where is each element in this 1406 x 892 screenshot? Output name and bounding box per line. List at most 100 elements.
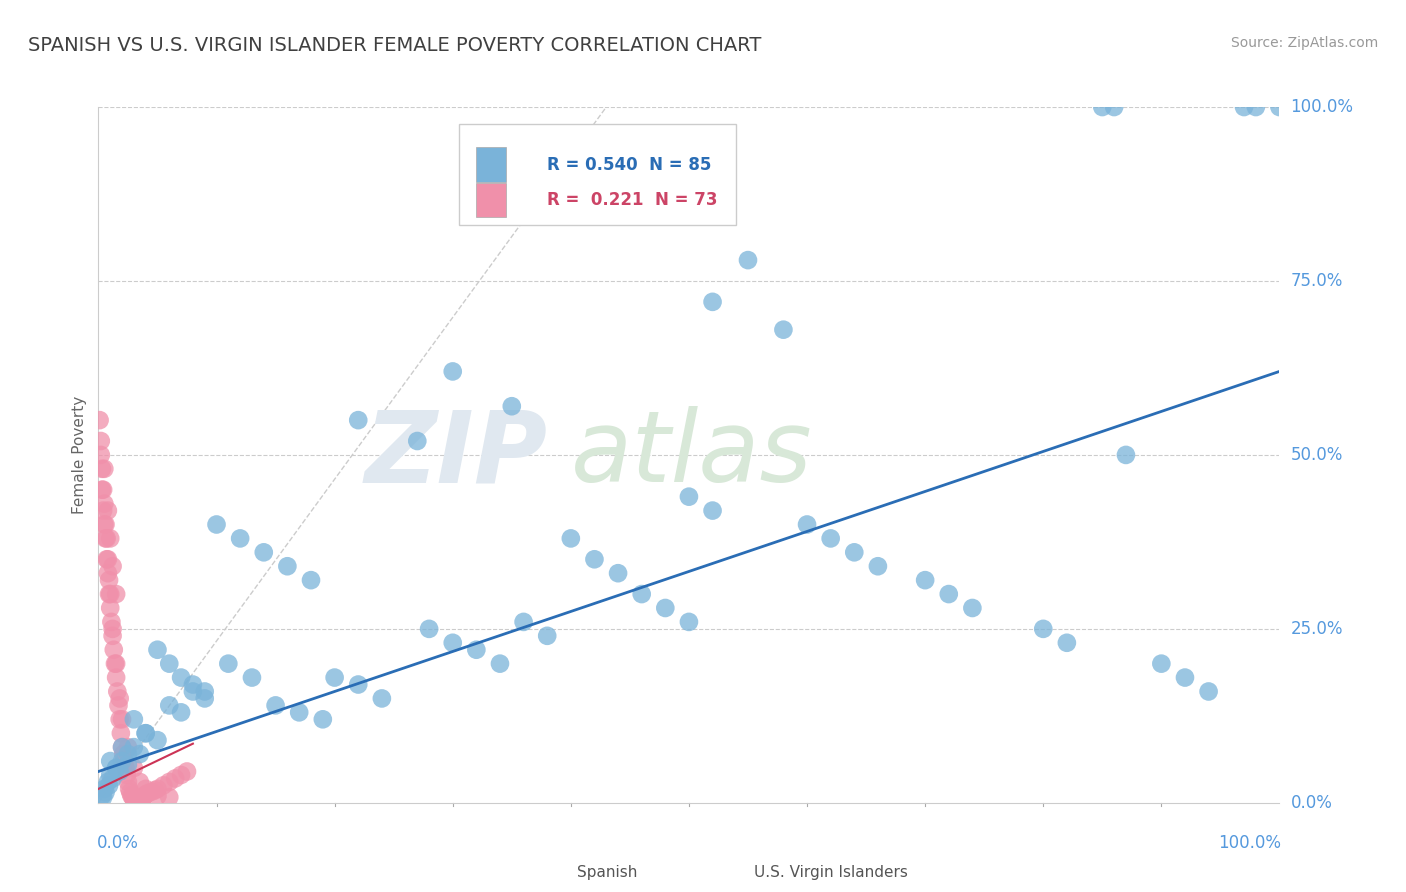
- Point: [122, 740, 145, 755]
- Point: [1244, 100, 1267, 114]
- Point: [347, 413, 370, 427]
- Point: [181, 677, 204, 691]
- Point: [98, 601, 121, 615]
- Point: [536, 629, 558, 643]
- Point: [114, 761, 136, 775]
- Point: [135, 726, 157, 740]
- Point: [152, 778, 174, 793]
- Point: [91, 789, 114, 803]
- Point: [938, 587, 960, 601]
- Point: [441, 364, 464, 378]
- Point: [489, 657, 512, 671]
- Point: [91, 790, 114, 805]
- Point: [111, 740, 134, 755]
- Point: [128, 775, 150, 789]
- Text: R = 0.540  N = 85: R = 0.540 N = 85: [547, 156, 711, 174]
- Text: Source: ZipAtlas.com: Source: ZipAtlas.com: [1230, 36, 1378, 50]
- Point: [844, 545, 866, 559]
- Point: [134, 789, 156, 803]
- Point: [240, 671, 263, 685]
- Point: [94, 517, 117, 532]
- Point: [406, 434, 429, 448]
- Point: [560, 532, 582, 546]
- Point: [205, 517, 228, 532]
- FancyBboxPatch shape: [477, 147, 506, 182]
- FancyBboxPatch shape: [477, 183, 506, 218]
- Point: [108, 712, 131, 726]
- Text: 100.0%: 100.0%: [1218, 834, 1281, 852]
- Point: [111, 740, 134, 755]
- Point: [323, 671, 346, 685]
- Point: [105, 761, 128, 775]
- Text: 100.0%: 100.0%: [1291, 98, 1354, 116]
- Point: [128, 794, 150, 808]
- Point: [121, 790, 143, 805]
- Point: [170, 706, 193, 720]
- Point: [1198, 684, 1220, 698]
- Point: [97, 552, 120, 566]
- Point: [122, 712, 145, 726]
- Point: [98, 587, 121, 601]
- Point: [108, 691, 131, 706]
- Point: [93, 781, 115, 796]
- Point: [132, 790, 155, 805]
- Point: [465, 642, 488, 657]
- Point: [170, 671, 193, 685]
- Point: [1091, 100, 1114, 114]
- Point: [181, 684, 204, 698]
- Point: [146, 642, 169, 657]
- Point: [418, 622, 440, 636]
- Point: [91, 483, 114, 497]
- Point: [97, 775, 120, 789]
- Point: [105, 657, 128, 671]
- Point: [96, 552, 118, 566]
- Point: [441, 636, 464, 650]
- Point: [347, 677, 370, 691]
- Point: [127, 795, 149, 809]
- Text: 0.0%: 0.0%: [1291, 794, 1333, 812]
- Point: [111, 712, 134, 726]
- Point: [146, 789, 169, 803]
- Point: [820, 532, 842, 546]
- Point: [143, 783, 166, 797]
- Point: [107, 698, 129, 713]
- Point: [253, 545, 276, 559]
- Point: [112, 747, 135, 761]
- Point: [98, 778, 121, 793]
- Text: 50.0%: 50.0%: [1291, 446, 1343, 464]
- Y-axis label: Female Poverty: Female Poverty: [72, 396, 87, 514]
- Point: [371, 691, 394, 706]
- Text: ZIP: ZIP: [364, 407, 547, 503]
- Point: [104, 657, 127, 671]
- Point: [146, 781, 169, 796]
- Point: [117, 757, 139, 772]
- Point: [288, 706, 311, 720]
- Point: [98, 768, 121, 782]
- Point: [93, 462, 115, 476]
- Point: [91, 503, 114, 517]
- Point: [1056, 636, 1078, 650]
- Point: [737, 253, 759, 268]
- Point: [1032, 622, 1054, 636]
- Text: U.S. Virgin Islanders: U.S. Virgin Islanders: [754, 865, 908, 880]
- Point: [118, 781, 141, 796]
- Point: [866, 559, 889, 574]
- Point: [176, 764, 198, 779]
- Point: [702, 294, 724, 309]
- Point: [97, 503, 120, 517]
- Point: [607, 566, 630, 581]
- Point: [105, 761, 128, 775]
- Point: [772, 323, 794, 337]
- Point: [135, 781, 157, 796]
- Point: [93, 497, 115, 511]
- Point: [512, 615, 534, 629]
- Point: [299, 573, 322, 587]
- Point: [1174, 671, 1197, 685]
- Point: [112, 754, 135, 768]
- Point: [101, 772, 124, 786]
- Point: [108, 764, 131, 779]
- Point: [97, 566, 120, 581]
- Point: [105, 671, 128, 685]
- Point: [115, 768, 138, 782]
- Point: [135, 726, 157, 740]
